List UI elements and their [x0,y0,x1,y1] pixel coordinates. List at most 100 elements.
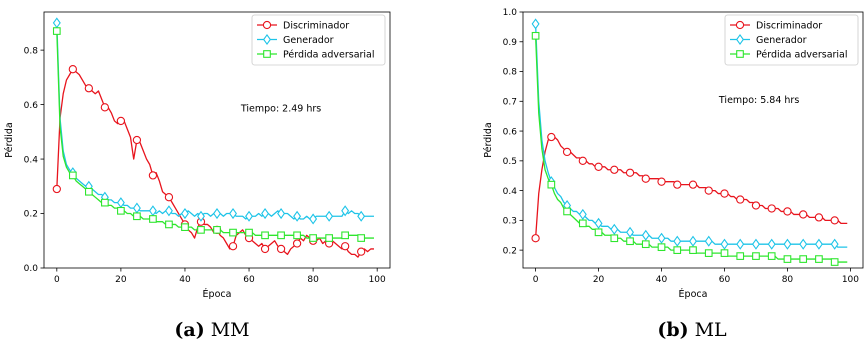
legend-box [251,14,386,66]
subfigure-label: ML [695,319,727,341]
data-point-perdida-adversarial [704,249,713,257]
data-point-discriminador [751,201,761,210]
data-point-perdida-adversarial [245,228,253,237]
subfigure-tag: (a) [174,319,204,341]
legend-marker-diamond [736,33,744,46]
legend-marker-circle [735,20,745,30]
data-point-perdida-adversarial [767,252,776,260]
time-annotation: Tiempo: 5.84 hrs [718,95,799,106]
data-point-perdida-adversarial [357,234,366,242]
axes-frame [522,11,864,269]
series-perdida-adversarial [52,27,374,242]
data-point-discriminador [562,147,572,157]
data-point-generador [52,17,61,29]
x-tick-label: 80 [307,275,319,285]
data-point-perdida-adversarial [149,215,157,223]
series-discriminador [531,132,848,243]
data-point-perdida-adversarial [689,246,697,254]
data-point-generador [689,235,697,247]
legend-label: Pérdida adversarial [283,49,375,60]
subplot-a: 0 20 40 60 80 100 0.0 0.2 0.4 0.6 0.8 Época Pérdida T… [4,11,391,341]
data-point-generador [132,202,141,214]
data-point-generador [116,197,125,209]
x-tick-label: 40 [179,275,191,285]
subfigure-label: MM [211,319,250,341]
data-point-generador [814,238,823,250]
data-point-discriminador [116,116,126,126]
data-point-perdida-adversarial [277,231,285,240]
x-tick-label: 0 [54,275,60,285]
data-point-discriminador [610,165,619,174]
data-point-discriminador [148,171,158,180]
data-point-perdida-adversarial [261,231,269,240]
data-point-discriminador [292,239,302,248]
y-tick-label: 1.0 [503,8,518,18]
data-point-discriminador [132,135,142,145]
x-tick-label: 100 [369,275,386,285]
legend-label: Discriminador [283,20,349,31]
data-point-generador [245,210,254,222]
y-axis-label: Pérdida [483,122,494,158]
data-point-perdida-adversarial [165,220,173,229]
data-point-generador [578,208,587,220]
series-perdida-adversarial [531,31,848,266]
data-point-perdida-adversarial [641,240,650,249]
data-point-generador [277,207,286,220]
data-point-generador [704,235,713,247]
legend-marker-circle [262,20,272,30]
data-point-discriminador [164,193,174,202]
y-tick-label: 0.6 [24,101,39,111]
data-point-discriminador [641,174,650,183]
x-tick-label: 60 [243,275,255,285]
y-tick-label: 0.4 [24,155,39,165]
data-point-perdida-adversarial [815,255,823,263]
data-point-discriminador [578,156,587,165]
data-point-discriminador [260,244,270,254]
legend-label: Generador [283,35,334,46]
data-point-generador [830,238,839,250]
y-tick-label: 0.8 [24,46,39,56]
y-tick-label: 0.4 [503,187,518,197]
data-point-discriminador [340,242,350,251]
data-point-generador [736,238,745,250]
data-point-perdida-adversarial [657,243,666,252]
data-point-discriminador [720,189,729,198]
x-tick-label: 60 [719,275,731,285]
data-point-perdida-adversarial [181,223,189,231]
legend-label: Pérdida adversarial [756,49,848,60]
data-point-discriminador [799,210,808,219]
series-line-perdida-adversarial [534,35,848,263]
data-point-discriminador [594,162,603,171]
data-point-discriminador [736,195,745,204]
data-point-perdida-adversarial [341,231,349,240]
data-point-perdida-adversarial [325,234,333,242]
data-point-generador [594,217,603,229]
data-point-generador [148,205,157,217]
subfigure-caption: (a) MM [174,319,249,341]
y-tick-label: 0.6 [503,127,518,137]
data-point-perdida-adversarial [673,246,682,254]
data-point-discriminador [657,177,666,186]
data-point-discriminador [830,216,839,225]
data-point-generador [610,223,619,235]
data-point-perdida-adversarial [799,255,808,263]
data-point-generador [673,235,682,247]
data-point-perdida-adversarial [197,226,205,234]
data-point-perdida-adversarial [213,226,221,234]
data-point-discriminador [357,247,366,256]
data-point-generador [657,232,666,244]
axes-frame [43,11,391,269]
data-point-generador [751,238,760,250]
data-point-generador [626,226,635,238]
data-point-perdida-adversarial [309,234,317,242]
x-tick-label: 20 [115,275,127,285]
data-point-perdida-adversarial [626,237,634,246]
data-point-discriminador [276,244,286,254]
data-point-discriminador [531,234,540,243]
data-point-generador [783,238,792,250]
y-tick-label: 0.2 [24,210,38,220]
data-point-perdida-adversarial [68,171,77,180]
data-point-generador [229,207,237,220]
data-point-generador [641,229,650,241]
data-point-discriminador [814,213,824,222]
